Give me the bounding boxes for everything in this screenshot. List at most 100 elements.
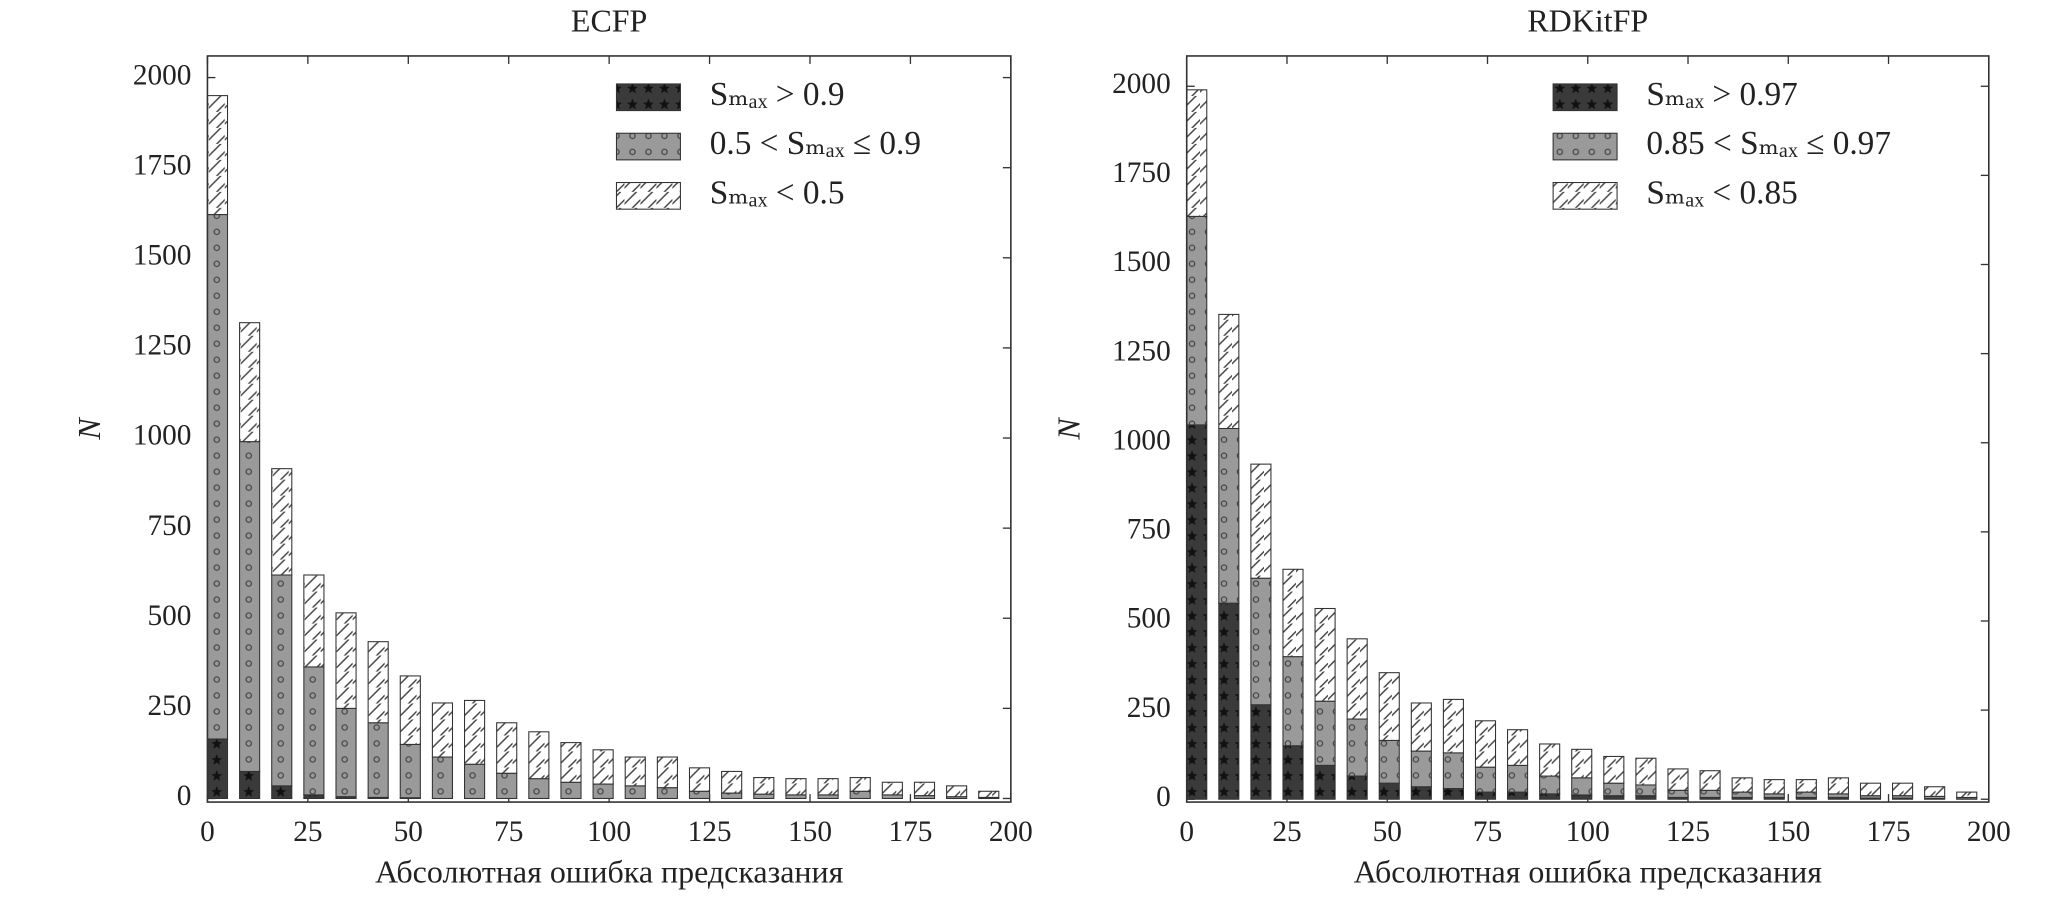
bar-segment	[753, 793, 775, 800]
bar-segment	[399, 743, 421, 799]
bar-segment	[271, 574, 293, 787]
bar-segment	[721, 770, 743, 794]
legend-swatch	[615, 83, 681, 112]
bar-segment	[817, 794, 839, 800]
bar-segment	[688, 767, 711, 792]
bar-segment	[239, 322, 261, 443]
bar-segment	[1442, 698, 1464, 754]
bar-segment	[1571, 794, 1593, 800]
x-tick-label: 100	[587, 816, 631, 848]
bar-segment	[1763, 793, 1785, 798]
y-tick-label: 1750	[133, 149, 192, 181]
bar-segment	[560, 742, 582, 783]
x-tick-label: 0	[200, 816, 215, 848]
x-tick-label: 0	[1179, 816, 1194, 848]
bar-segment	[1474, 791, 1497, 800]
bar-segment	[303, 666, 325, 796]
bar-segment	[303, 574, 325, 668]
legend-label: 0.85 < Sₘₐₓ ≤ 0.97	[1646, 125, 1891, 162]
bar-segment	[1250, 577, 1272, 706]
legend-label: Sₘₐₓ > 0.9	[710, 76, 845, 113]
bar-segment	[1250, 704, 1272, 800]
bar-segment	[1539, 743, 1561, 777]
x-tick-label: 50	[1373, 816, 1402, 848]
bar-segment	[1378, 739, 1400, 784]
bar-segment	[1282, 745, 1304, 800]
x-tick-label: 75	[494, 816, 523, 848]
y-tick-label: 500	[1127, 603, 1171, 635]
bar-segment	[431, 756, 454, 800]
bar-segment	[560, 781, 582, 800]
bar-segment	[1827, 777, 1849, 795]
bar-segment	[1731, 777, 1753, 793]
bar-segment	[1699, 770, 1721, 791]
legend-swatch	[1552, 83, 1618, 112]
bar-segment	[1442, 787, 1464, 800]
y-tick-label: 1500	[1112, 246, 1171, 278]
y-axis-label: N	[72, 417, 107, 441]
bar-segment	[528, 778, 550, 800]
bar-segment	[1539, 793, 1561, 800]
bar-segment	[303, 794, 325, 800]
bar-segment	[1474, 720, 1497, 768]
y-tick-label: 1500	[133, 240, 192, 272]
bar-segment	[1635, 757, 1657, 786]
bar-segment	[946, 785, 968, 798]
bar-segment	[1635, 784, 1657, 797]
bar-segment	[335, 707, 357, 798]
bar-segment	[592, 749, 614, 785]
bar-segment	[1314, 764, 1336, 800]
chart-title: ECFP	[571, 3, 647, 38]
bar-segment	[206, 95, 229, 216]
bar-segment	[206, 214, 229, 740]
bar-segment	[849, 777, 871, 792]
bar-segment	[1635, 795, 1657, 800]
bar-segment	[688, 790, 711, 800]
bar-segment	[1507, 729, 1529, 766]
bar-segment	[367, 641, 389, 724]
bar-segment	[496, 772, 518, 800]
bar-segment	[656, 787, 678, 800]
x-tick-label: 200	[1967, 816, 2011, 848]
bar-segment	[1250, 463, 1272, 579]
bar-segment	[1346, 775, 1368, 800]
bar-segment	[1571, 748, 1593, 779]
legend-swatch	[615, 181, 681, 210]
y-tick-label: 2000	[133, 59, 192, 91]
bar-segment	[592, 783, 614, 800]
bar-segment	[785, 778, 807, 796]
bar-segment	[431, 702, 454, 758]
bar-segment	[1731, 791, 1753, 798]
y-tick-label: 250	[147, 690, 191, 722]
bar-segment	[1314, 607, 1336, 702]
bar-segment	[1218, 602, 1240, 800]
bar-segment	[1186, 424, 1208, 800]
bar-segment	[463, 763, 486, 800]
y-tick-label: 1250	[1112, 335, 1171, 367]
chart-title: RDKitFP	[1527, 3, 1648, 38]
bar-segment	[881, 781, 903, 796]
bar-segment	[849, 790, 871, 800]
bar-segment	[1186, 215, 1208, 426]
bar-segment	[528, 731, 550, 780]
bar-segment	[1603, 782, 1625, 797]
legend-swatch	[1552, 181, 1618, 210]
bar-segment	[1795, 791, 1817, 798]
bar-segment	[721, 792, 743, 800]
bar-segment	[1603, 755, 1625, 784]
x-tick-label: 100	[1566, 816, 1610, 848]
bar-segment	[1603, 795, 1625, 800]
x-tick-label: 175	[1867, 816, 1911, 848]
y-tick-label: 0	[1156, 781, 1171, 813]
bar-segment	[624, 785, 646, 800]
bar-segment	[1571, 777, 1593, 796]
bar-segment	[978, 790, 1000, 798]
bar-segment	[656, 756, 678, 789]
y-tick-label: 250	[1127, 692, 1171, 724]
plot-frame	[206, 55, 1012, 803]
bar-segment	[753, 777, 775, 795]
x-tick-label: 150	[788, 816, 832, 848]
bar-segment	[1667, 789, 1689, 798]
bar-segment	[881, 794, 903, 800]
